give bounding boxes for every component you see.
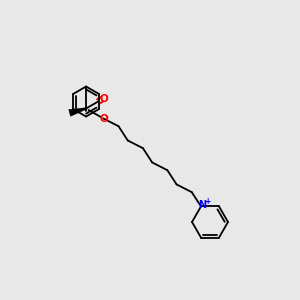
Text: N: N: [198, 200, 206, 210]
Text: +: +: [204, 197, 210, 206]
Text: O: O: [99, 94, 108, 103]
Polygon shape: [69, 108, 86, 116]
Text: O: O: [99, 113, 108, 124]
